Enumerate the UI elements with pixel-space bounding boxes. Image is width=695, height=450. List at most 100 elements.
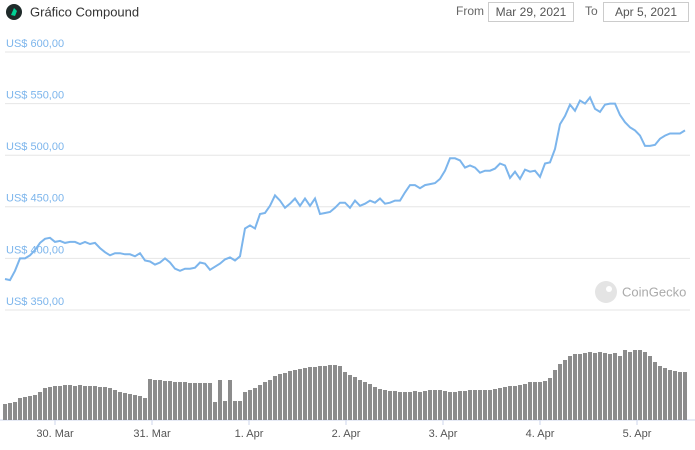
volume-bar bbox=[43, 388, 47, 420]
volume-bar bbox=[173, 382, 177, 420]
volume-bar bbox=[193, 383, 197, 420]
volume-bar bbox=[508, 386, 512, 420]
volume-bar bbox=[453, 392, 457, 420]
volume-bar bbox=[443, 391, 447, 420]
x-tick-label: 2. Apr bbox=[332, 428, 361, 440]
volume-bar bbox=[608, 354, 612, 420]
volume-bar bbox=[358, 380, 362, 420]
volume-bar bbox=[333, 365, 337, 420]
volume-bar bbox=[273, 376, 277, 420]
volume-bar bbox=[143, 398, 147, 420]
volume-bar bbox=[493, 389, 497, 420]
volume-bar bbox=[88, 386, 92, 420]
chart-title: Gráfico Compound bbox=[30, 4, 139, 19]
volume-bar bbox=[123, 393, 127, 420]
volume-bar bbox=[483, 390, 487, 420]
volume-bar bbox=[418, 392, 422, 420]
volume-bar bbox=[503, 387, 507, 420]
volume-bar bbox=[13, 402, 17, 420]
volume-bar bbox=[293, 370, 297, 420]
to-date-input[interactable]: Apr 5, 2021 bbox=[603, 2, 689, 22]
volume-bar bbox=[648, 356, 652, 420]
volume-bar bbox=[133, 395, 137, 420]
volume-bar bbox=[8, 403, 12, 420]
volume-bar bbox=[398, 392, 402, 420]
volume-bar bbox=[343, 372, 347, 420]
volume-bar bbox=[233, 401, 237, 420]
volume-bar bbox=[498, 388, 502, 420]
volume-bar bbox=[188, 383, 192, 420]
to-label: To bbox=[585, 4, 598, 18]
volume-bar bbox=[103, 387, 107, 420]
volume-bar bbox=[598, 352, 602, 420]
volume-bar bbox=[338, 366, 342, 420]
y-tick-label: US$ 500,00 bbox=[6, 141, 64, 153]
volume-bar bbox=[668, 370, 672, 420]
from-date-input[interactable]: Mar 29, 2021 bbox=[488, 2, 574, 22]
volume-bar bbox=[468, 390, 472, 420]
volume-bar bbox=[448, 392, 452, 420]
volume-bar bbox=[183, 382, 187, 420]
volume-bar bbox=[563, 360, 567, 420]
volume-bar bbox=[83, 386, 87, 420]
y-tick-label: US$ 600,00 bbox=[6, 38, 64, 50]
volume-bar bbox=[613, 353, 617, 420]
volume-bar bbox=[378, 389, 382, 420]
volume-bar bbox=[393, 391, 397, 420]
volume-bar bbox=[153, 380, 157, 420]
volume-bar bbox=[263, 382, 267, 420]
volume-bar bbox=[163, 381, 167, 420]
volume-bar bbox=[623, 350, 627, 420]
volume-bar bbox=[373, 387, 377, 420]
volume-bar bbox=[438, 390, 442, 420]
x-tick-label: 31. Mar bbox=[133, 428, 171, 440]
volume-bar bbox=[618, 356, 622, 420]
volume-bar bbox=[488, 390, 492, 420]
volume-bar bbox=[658, 366, 662, 420]
volume-bar bbox=[18, 398, 22, 420]
volume-bar bbox=[353, 377, 357, 420]
volume-bar bbox=[118, 392, 122, 420]
volume-bar bbox=[533, 382, 537, 420]
volume-bar bbox=[323, 366, 327, 420]
volume-bar bbox=[213, 402, 217, 420]
volume-bar bbox=[473, 390, 477, 420]
volume-bar bbox=[283, 373, 287, 420]
volume-bar bbox=[328, 365, 332, 420]
volume-bar bbox=[538, 382, 542, 420]
volume-bar bbox=[178, 382, 182, 420]
volume-bar bbox=[158, 380, 162, 420]
volume-bar bbox=[593, 353, 597, 420]
volume-bar bbox=[433, 390, 437, 420]
volume-bar bbox=[128, 394, 132, 420]
volume-bar bbox=[253, 388, 257, 420]
volume-bar bbox=[28, 396, 32, 420]
volume-bar bbox=[388, 391, 392, 420]
volume-bar bbox=[553, 370, 557, 420]
volume-bar bbox=[73, 386, 77, 420]
volume-bar bbox=[113, 390, 117, 420]
volume-bar bbox=[198, 383, 202, 420]
volume-bar bbox=[268, 380, 272, 420]
volume-bar bbox=[403, 392, 407, 420]
volume-bar bbox=[208, 383, 212, 420]
volume-bar bbox=[78, 385, 82, 420]
volume-bar bbox=[108, 388, 112, 420]
volume-bar bbox=[513, 386, 517, 420]
x-tick-label: 4. Apr bbox=[526, 428, 555, 440]
volume-bar bbox=[243, 392, 247, 420]
volume-bar bbox=[168, 381, 172, 420]
volume-bar bbox=[288, 371, 292, 420]
volume-bar bbox=[33, 395, 37, 420]
volume-bar bbox=[603, 353, 607, 420]
volume-bar bbox=[3, 404, 7, 420]
watermark: CoinGecko bbox=[595, 281, 686, 303]
volume-bar bbox=[53, 386, 57, 420]
volume-bar bbox=[478, 390, 482, 420]
x-tick-label: 3. Apr bbox=[429, 428, 458, 440]
volume-bar bbox=[298, 369, 302, 420]
volume-bar bbox=[348, 375, 352, 420]
volume-bar bbox=[633, 350, 637, 420]
volume-bar bbox=[203, 383, 207, 420]
